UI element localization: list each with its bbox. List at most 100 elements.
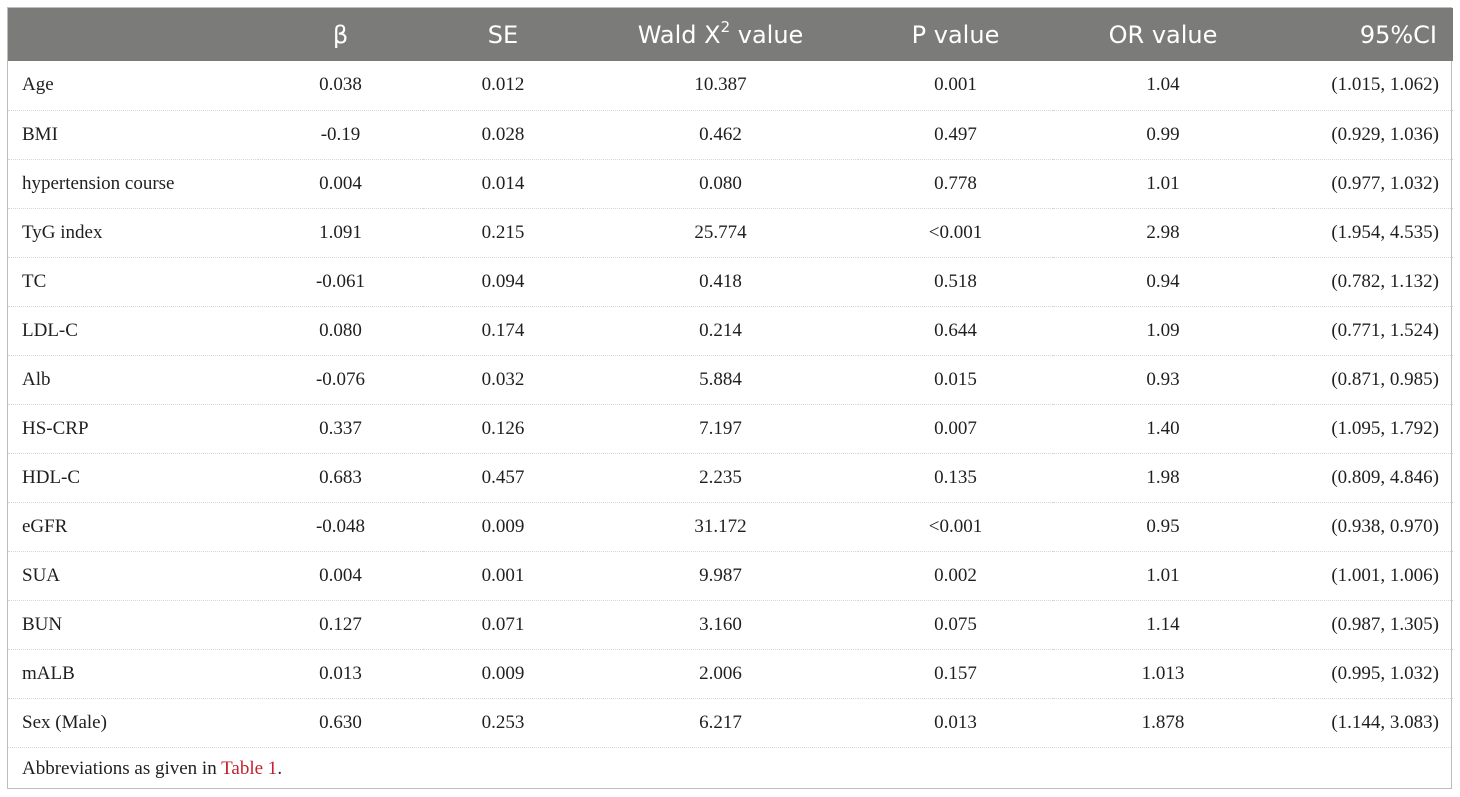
cell-ci: (1.095, 1.792) [1273, 403, 1453, 453]
cell-wald: 7.197 [583, 403, 858, 453]
cell-se: 0.071 [423, 599, 583, 649]
cell-se: 0.001 [423, 550, 583, 600]
cell-or-value: 1.98 [1053, 452, 1273, 502]
cell-or-value: 1.01 [1053, 550, 1273, 600]
cell-wald: 5.884 [583, 354, 858, 404]
cell-ci: (1.144, 3.083) [1273, 697, 1453, 747]
table-footnote: Abbreviations as given in Table 1. [8, 747, 1451, 783]
cell-p-value: 0.157 [858, 648, 1053, 698]
cell-se: 0.215 [423, 207, 583, 257]
cell-beta: 0.127 [258, 599, 423, 649]
table-row: Alb -0.076 0.032 5.884 0.015 0.93 (0.871, 0.98… [8, 354, 1453, 404]
cell-beta: -0.061 [258, 256, 423, 306]
header-beta: β [332, 20, 349, 49]
cell-wald: 10.387 [694, 74, 747, 96]
table-row: HDL-C 0.683 0.457 2.235 0.135 1.98 (0.809, 4.8… [8, 452, 1453, 502]
table-row: mALB 0.013 0.009 2.006 0.157 1.013 (0.995, 1.0… [8, 648, 1453, 698]
header-row: β SE Wald X2 value P value OR value 95%C… [8, 8, 1453, 61]
cell-ci: (0.929, 1.036) [1273, 109, 1453, 159]
cell-variable: HS-CRP [8, 403, 258, 453]
cell-or-value: 1.09 [1053, 305, 1273, 355]
cell-beta: 0.683 [258, 452, 423, 502]
table-row: TyG index 1.091 0.215 25.774 <0.001 2.98 (1.95… [8, 207, 1453, 257]
table-body: Age 0.038 0.012 10.387 0.001 1.04 (1.015, 1.06… [8, 61, 1453, 747]
cell-p-value: 0.778 [858, 158, 1053, 208]
cell-beta: 0.013 [258, 648, 423, 698]
cell-beta: 0.080 [258, 305, 423, 355]
cell-p-value: <0.001 [858, 207, 1053, 257]
cell-variable: Age [22, 74, 54, 96]
cell-se: 0.009 [423, 648, 583, 698]
cell-or-value: 0.93 [1053, 354, 1273, 404]
cell-variable: BUN [8, 599, 258, 649]
header-wald-superscript: 2 [720, 17, 731, 36]
cell-or-value: 1.878 [1053, 697, 1273, 747]
cell-ci: (0.995, 1.032) [1273, 648, 1453, 698]
cell-p-value: 0.015 [858, 354, 1053, 404]
cell-variable: SUA [8, 550, 258, 600]
cell-variable: mALB [8, 648, 258, 698]
cell-beta: 1.091 [258, 207, 423, 257]
cell-ci: (1.954, 4.535) [1273, 207, 1453, 257]
cell-se: 0.094 [423, 256, 583, 306]
cell-variable: Alb [8, 354, 258, 404]
cell-wald: 2.235 [583, 452, 858, 502]
cell-variable: hypertension course [8, 158, 258, 208]
cell-or-value: 0.99 [1053, 109, 1273, 159]
footnote-prefix: Abbreviations as given in [22, 758, 222, 779]
cell-wald: 0.080 [583, 158, 858, 208]
table-row: TC -0.061 0.094 0.418 0.518 0.94 (0.782, 1.132… [8, 256, 1453, 306]
header-ci: 95%CI [1359, 20, 1437, 49]
cell-or-value: 1.14 [1053, 599, 1273, 649]
cell-ci: (0.938, 0.970) [1273, 501, 1453, 551]
cell-p-value: 0.002 [858, 550, 1053, 600]
cell-variable: eGFR [8, 501, 258, 551]
footnote-suffix: . [277, 758, 283, 779]
cell-beta: 0.337 [258, 403, 423, 453]
header-wald-base: Wald X [637, 20, 721, 49]
cell-ci: (0.977, 1.032) [1273, 158, 1453, 208]
cell-ci: (0.987, 1.305) [1273, 599, 1453, 649]
cell-se: 0.009 [423, 501, 583, 551]
cell-or-value: 1.40 [1053, 403, 1273, 453]
header-se: SE [487, 20, 519, 49]
table-row: eGFR -0.048 0.009 31.172 <0.001 0.95 (0.938, 0… [8, 501, 1453, 551]
cell-p-value: <0.001 [858, 501, 1053, 551]
table-row: Age 0.038 0.012 10.387 0.001 1.04 (1.015, 1.06… [8, 61, 1453, 110]
table-1-link[interactable]: Table 1 [221, 758, 278, 779]
cell-p-value: 0.497 [858, 109, 1053, 159]
cell-se: 0.174 [423, 305, 583, 355]
cell-variable: HDL-C [8, 452, 258, 502]
cell-p-value: 0.135 [858, 452, 1053, 502]
cell-p-value: 0.013 [858, 697, 1053, 747]
cell-beta: -0.19 [258, 109, 423, 159]
table-row: BMI -0.19 0.028 0.462 0.497 0.99 (0.929, 1.036… [8, 109, 1453, 159]
table-row: BUN 0.127 0.071 3.160 0.075 1.14 (0.987, 1.305… [8, 599, 1453, 649]
cell-beta: 0.630 [258, 697, 423, 747]
cell-beta: -0.048 [258, 501, 423, 551]
table-row: HS-CRP 0.337 0.126 7.197 0.007 1.40 (1.095, 1.… [8, 403, 1453, 453]
cell-ci: (0.771, 1.524) [1273, 305, 1453, 355]
cell-variable: BMI [8, 109, 258, 159]
cell-ci: (0.782, 1.132) [1273, 256, 1453, 306]
header-or-value: OR value [1108, 20, 1218, 49]
table-header: β SE Wald X2 value P value OR value 95%C… [8, 8, 1453, 61]
cell-wald: 0.214 [583, 305, 858, 355]
cell-p-value: 0.001 [934, 74, 977, 96]
header-p-value: P value [911, 20, 1000, 49]
cell-variable: LDL-C [8, 305, 258, 355]
cell-wald: 9.987 [583, 550, 858, 600]
cell-se: 0.012 [481, 74, 525, 96]
cell-beta: 0.004 [258, 550, 423, 600]
cell-se: 0.014 [423, 158, 583, 208]
cell-ci: (0.871, 0.985) [1273, 354, 1453, 404]
cell-variable: TC [8, 256, 258, 306]
table-row: hypertension course 0.004 0.014 0.080 0.778 1… [8, 158, 1453, 208]
header-wald-suffix: value [730, 20, 804, 49]
cell-se: 0.032 [423, 354, 583, 404]
table-row: LDL-C 0.080 0.174 0.214 0.644 1.09 (0.771, 1.5… [8, 305, 1453, 355]
cell-wald: 25.774 [583, 207, 858, 257]
table-row: SUA 0.004 0.001 9.987 0.002 1.01 (1.001, 1.006… [8, 550, 1453, 600]
cell-p-value: 0.518 [858, 256, 1053, 306]
cell-beta: 0.004 [258, 158, 423, 208]
